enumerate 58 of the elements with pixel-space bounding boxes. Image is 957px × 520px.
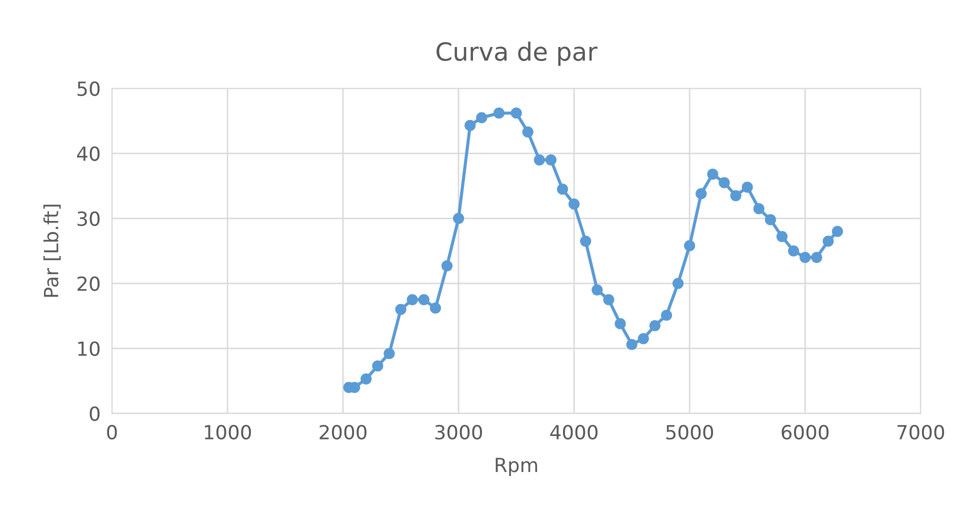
point [696, 188, 707, 200]
x-tick-label: 1000 [204, 424, 251, 440]
point [730, 190, 742, 202]
point [452, 212, 464, 224]
x-tick-label: 4000 [550, 424, 598, 440]
point [592, 284, 603, 296]
x-axis-title: Rpm [496, 458, 538, 476]
point [418, 294, 430, 306]
point [822, 236, 834, 247]
point [742, 182, 753, 193]
point [764, 214, 776, 226]
y-tick-label: 10 [78, 341, 100, 356]
point [753, 203, 764, 214]
point [718, 177, 730, 188]
point [372, 360, 384, 372]
y-tick-label: 20 [78, 276, 100, 292]
point [384, 348, 395, 360]
point [800, 252, 811, 263]
y-axis-title: Par [Lb.ft] [43, 204, 61, 297]
point [441, 260, 453, 272]
point [556, 184, 568, 195]
point [522, 126, 534, 138]
x-tick-label: 2000 [320, 424, 366, 440]
x-tick-label: 6000 [782, 424, 829, 440]
y-tick-label: 30 [78, 211, 100, 226]
point [493, 108, 505, 119]
point [832, 226, 844, 237]
point [430, 302, 441, 314]
point [580, 236, 592, 247]
point [614, 318, 626, 330]
point [638, 333, 649, 344]
x-tick-label: 0 [107, 424, 117, 440]
point [707, 168, 718, 180]
point [660, 310, 672, 321]
chart-title: Curva de par [436, 42, 598, 66]
point [626, 338, 638, 350]
point [603, 294, 614, 306]
point [545, 154, 557, 166]
y-tick-label: 40 [77, 146, 100, 162]
point [649, 320, 660, 332]
point [360, 373, 372, 385]
point [464, 120, 476, 132]
x-tick-label: 3000 [435, 424, 482, 440]
x-tick-label: 7000 [897, 424, 944, 440]
y-tick-label: 50 [78, 81, 100, 96]
point [568, 198, 580, 210]
point [406, 294, 418, 306]
point [672, 278, 684, 289]
point [684, 240, 696, 252]
point [788, 245, 800, 256]
point [534, 154, 545, 166]
point [476, 112, 488, 124]
y-tick-label: 0 [90, 406, 100, 422]
point [395, 304, 406, 315]
point [811, 252, 822, 263]
point [510, 108, 522, 119]
point [776, 231, 788, 242]
x-tick-label: 5000 [666, 424, 714, 440]
